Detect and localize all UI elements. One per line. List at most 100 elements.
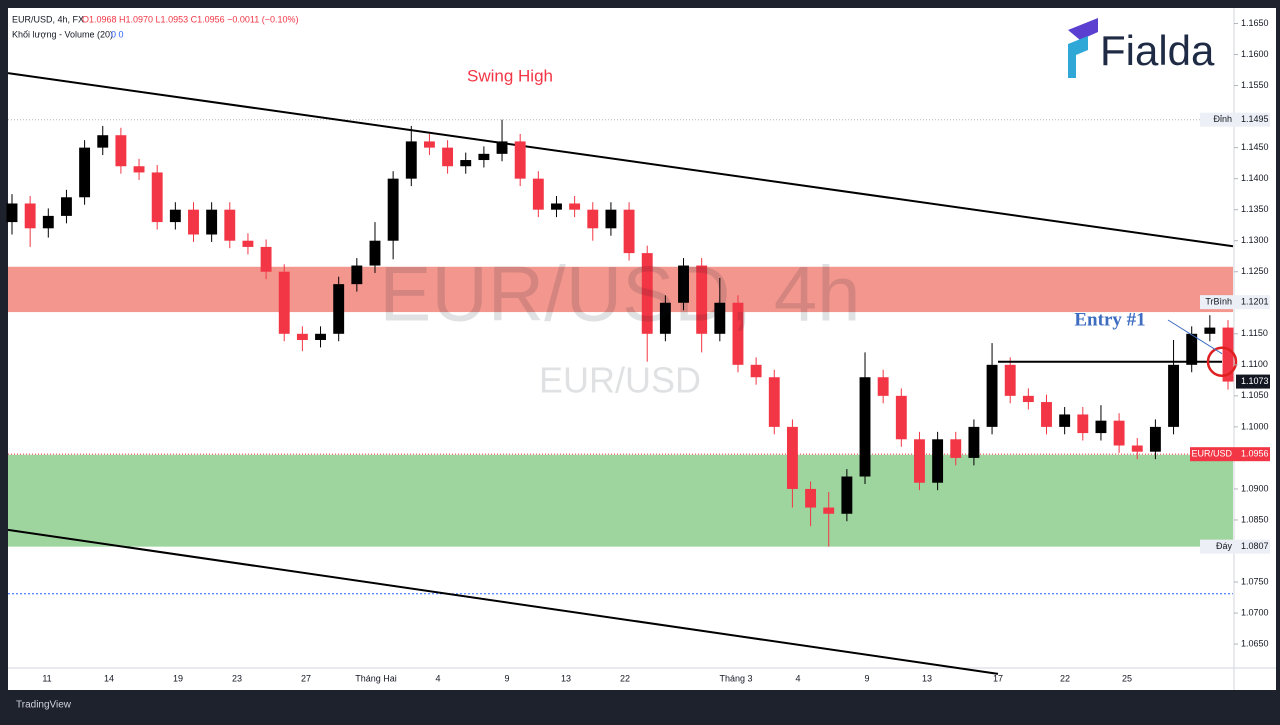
tag-bg bbox=[1190, 447, 1270, 462]
candle-body bbox=[859, 377, 871, 477]
candle-body bbox=[260, 246, 272, 272]
logo-mark bbox=[1068, 18, 1098, 78]
candle-body bbox=[732, 302, 744, 365]
candle-body bbox=[1168, 364, 1179, 427]
candle-body bbox=[115, 135, 127, 167]
logo: Fialda bbox=[1100, 27, 1215, 74]
candle-body bbox=[24, 203, 36, 229]
tag-bg bbox=[1200, 295, 1270, 310]
x-tick-label: 13 bbox=[922, 673, 932, 683]
watermark-sub: EUR/USD bbox=[539, 360, 701, 401]
candle-body bbox=[532, 178, 544, 210]
x-tick-label: 27 bbox=[301, 673, 311, 683]
candle-body bbox=[278, 271, 290, 334]
candle-body bbox=[1204, 327, 1216, 334]
candle-body bbox=[514, 141, 526, 179]
x-tick-label: 11 bbox=[42, 673, 51, 683]
candle-body bbox=[551, 203, 562, 210]
candle-body bbox=[1041, 402, 1052, 427]
candle-body bbox=[315, 333, 326, 340]
candle-body bbox=[1186, 333, 1198, 365]
candle-body bbox=[1149, 426, 1161, 452]
x-tick-label: 9 bbox=[864, 673, 869, 683]
x-tick-label: Tháng 3 bbox=[719, 673, 752, 683]
trendline bbox=[7, 72, 1234, 248]
y-tick-label: 1.1100 bbox=[1241, 359, 1268, 369]
candle-body bbox=[496, 141, 508, 154]
candle-body bbox=[79, 147, 91, 198]
candle-body bbox=[61, 197, 72, 216]
zone bbox=[8, 454, 1233, 547]
plot-background bbox=[8, 8, 1276, 690]
candle-body bbox=[587, 209, 599, 229]
candle-body bbox=[950, 439, 962, 458]
swing-high: Swing High bbox=[467, 66, 553, 85]
y-tick-label: 1.1550 bbox=[1241, 80, 1269, 90]
candle-body bbox=[659, 302, 671, 334]
entry-circle bbox=[1206, 346, 1238, 377]
x-tick-label: 23 bbox=[232, 673, 242, 683]
x-tick-label: 22 bbox=[620, 673, 630, 683]
volume-label: Khối lượng - Volume (20) bbox=[12, 29, 113, 39]
candle-body bbox=[932, 439, 944, 483]
candle-body bbox=[1059, 414, 1071, 427]
ohlc: O1.0968 H1.0970 L1.0953 C1.0956 −0.0011 … bbox=[82, 14, 299, 24]
candle-body bbox=[1095, 420, 1107, 434]
y-tick-label: 1.1350 bbox=[1241, 204, 1269, 214]
candle-body bbox=[423, 141, 435, 148]
candle-body bbox=[914, 439, 925, 483]
candle-body bbox=[42, 215, 54, 229]
x-tick-label: 17 bbox=[993, 673, 1003, 683]
candle-body bbox=[296, 333, 308, 340]
volume-values: 0 0 bbox=[111, 29, 124, 39]
candle-body bbox=[696, 265, 708, 334]
candle-body bbox=[242, 240, 254, 247]
y-tick-label: 1.1150 bbox=[1241, 328, 1268, 338]
candle-body bbox=[442, 147, 454, 167]
candle-body bbox=[133, 166, 145, 173]
candle-body bbox=[841, 476, 853, 514]
candle-body bbox=[569, 203, 581, 210]
y-tick-label: 1.1000 bbox=[1241, 421, 1269, 431]
candle-body bbox=[823, 507, 835, 514]
candle-body bbox=[1113, 420, 1125, 446]
candle-body bbox=[678, 265, 689, 303]
candle-body bbox=[895, 395, 907, 440]
y-tick-label: 1.1300 bbox=[1241, 235, 1269, 245]
watermark: EUR/USD, 4h bbox=[379, 250, 860, 338]
candle-body bbox=[1222, 327, 1234, 382]
candle-body bbox=[714, 302, 726, 334]
tag-value: 1.1495 bbox=[1241, 114, 1269, 124]
candle-body bbox=[169, 209, 181, 223]
y-tick-label: 1.1650 bbox=[1241, 18, 1269, 28]
tag-bg bbox=[1200, 112, 1270, 127]
y-tick-label: 1.1400 bbox=[1241, 173, 1269, 183]
tag-value: 1.0956 bbox=[1241, 449, 1269, 459]
candle-body bbox=[478, 153, 490, 161]
entry-arrow bbox=[1167, 319, 1223, 355]
candle-body bbox=[405, 141, 417, 179]
tag-value: 1.1201 bbox=[1241, 297, 1269, 307]
last-price: 1.1073 bbox=[1241, 376, 1269, 386]
x-tick-label: 4 bbox=[435, 673, 440, 683]
candle-body bbox=[750, 364, 762, 378]
candle-body bbox=[768, 377, 780, 427]
tag-value: 1.0807 bbox=[1241, 541, 1269, 551]
candle-body bbox=[1022, 395, 1034, 403]
y-tick-label: 1.0750 bbox=[1241, 576, 1269, 586]
y-tick-label: 1.0650 bbox=[1241, 638, 1269, 648]
x-tick-label: 22 bbox=[1060, 673, 1070, 683]
tag-name: Đáy bbox=[1216, 541, 1233, 551]
candle-body bbox=[1077, 414, 1089, 434]
candle-body bbox=[97, 135, 109, 148]
candle-body bbox=[387, 178, 399, 241]
y-tick-label: 1.0900 bbox=[1241, 483, 1269, 493]
candle-body bbox=[224, 209, 236, 241]
candle-body bbox=[805, 488, 817, 508]
y-tick-label: 1.1250 bbox=[1241, 266, 1269, 276]
candle-body bbox=[1004, 364, 1016, 396]
zone bbox=[8, 266, 1233, 313]
candle-body bbox=[641, 253, 653, 334]
candle-body bbox=[351, 265, 363, 285]
